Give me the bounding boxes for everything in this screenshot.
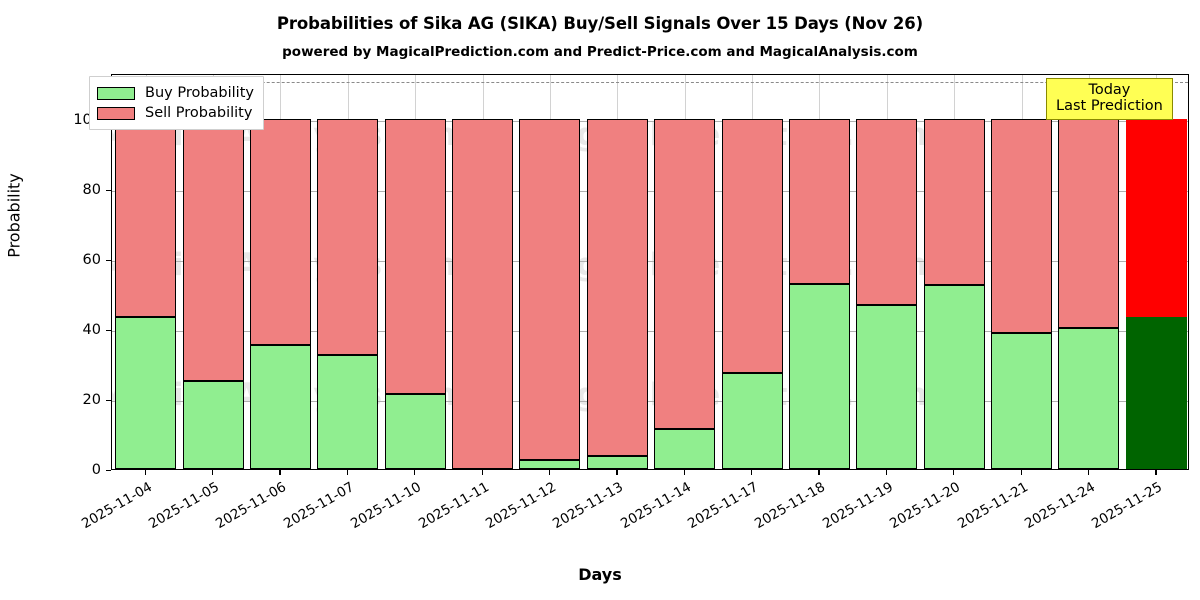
reference-line-dashed (112, 82, 1188, 83)
x-axis-tick-mark (683, 470, 685, 475)
y-axis-tick-mark (106, 399, 111, 402)
legend-label: Sell Probability (145, 105, 253, 121)
bar-segment-sell[interactable] (856, 118, 918, 306)
bar-group[interactable] (856, 75, 918, 469)
legend-label: Buy Probability (145, 85, 254, 101)
bar-segment-sell[interactable] (182, 118, 244, 381)
y-axis-label: Probability (4, 173, 24, 258)
bar-segment-buy[interactable] (586, 456, 648, 469)
bar-segment-buy[interactable] (182, 380, 244, 469)
bar-segment-buy[interactable] (1058, 328, 1120, 469)
y-axis-tick-mark (106, 329, 111, 332)
bar-segment-buy[interactable] (249, 344, 311, 469)
bar-group[interactable] (788, 75, 850, 469)
bar-segment-sell[interactable] (384, 118, 446, 395)
bar-group[interactable] (1058, 75, 1120, 469)
legend-swatch (97, 106, 135, 120)
chart-subtitle: powered by MagicalPrediction.com and Pre… (282, 44, 918, 60)
bar-segment-sell[interactable] (519, 118, 581, 461)
bar-segment-sell[interactable] (1058, 118, 1120, 329)
bar-segment-buy[interactable] (317, 355, 379, 469)
bar-group[interactable] (317, 75, 379, 469)
bar-segment-buy[interactable] (788, 284, 850, 469)
bar-group[interactable] (586, 75, 648, 469)
x-axis-label: Days (578, 565, 622, 584)
bar-segment-buy[interactable] (115, 316, 177, 469)
x-axis-tick-mark (548, 470, 551, 475)
bar-segment-sell[interactable] (788, 118, 850, 285)
bar-group[interactable] (923, 75, 985, 469)
bar-group[interactable] (654, 75, 716, 469)
y-axis-tick-label: 60 (82, 251, 101, 268)
bar-group[interactable] (991, 75, 1053, 469)
bar-segment-buy[interactable] (991, 332, 1053, 469)
today-annotation-line1: Today (1088, 82, 1131, 98)
y-axis-tick-label: 80 (82, 181, 101, 198)
bar-segment-sell[interactable] (654, 118, 716, 430)
bar-segment-sell[interactable] (115, 118, 177, 317)
x-axis-tick-mark (414, 470, 416, 475)
bar-segment-sell[interactable] (249, 118, 311, 345)
x-axis-tick-mark (346, 470, 349, 475)
legend-swatch (97, 86, 135, 100)
x-axis-tick-mark (144, 470, 146, 475)
x-axis-tick-mark (279, 470, 281, 475)
y-axis-tick-mark (106, 189, 111, 191)
x-axis-tick-mark (1155, 470, 1157, 475)
legend-item[interactable]: Buy Probability (97, 83, 254, 103)
x-axis-tick-mark (953, 470, 955, 475)
bar-segment-sell[interactable] (317, 118, 379, 356)
x-axis-tick-mark (616, 470, 618, 475)
today-annotation-line2: Last Prediction (1056, 98, 1163, 115)
x-axis-tick-mark (1087, 470, 1090, 475)
y-axis-tick-label: 0 (91, 462, 101, 478)
bar-group[interactable] (384, 75, 446, 469)
bar-group[interactable] (721, 75, 783, 469)
y-axis-tick-mark (106, 259, 111, 262)
today-annotation: Today Last Prediction (1046, 78, 1173, 120)
bars-layer (112, 75, 1188, 469)
bar-group[interactable] (182, 75, 244, 469)
bar-segment-buy[interactable] (923, 285, 985, 469)
y-axis-tick-label: 20 (82, 391, 101, 408)
bar-segment-sell[interactable] (721, 118, 783, 374)
bar-group[interactable] (452, 75, 514, 469)
gridline-horizontal (112, 120, 1188, 122)
bar-segment-sell[interactable] (1125, 118, 1187, 317)
bar-segment-buy[interactable] (384, 394, 446, 469)
y-axis-tick-mark (106, 470, 111, 472)
x-axis-tick-mark (818, 470, 820, 475)
bar-segment-sell[interactable] (991, 118, 1053, 333)
bar-group[interactable] (249, 75, 311, 469)
bar-segment-sell[interactable] (452, 118, 514, 469)
plot-area: MagicalAnalysis.comMagicalPrediction.com… (111, 74, 1189, 470)
x-axis-tick-mark (212, 470, 214, 475)
x-axis-tick-mark (481, 470, 483, 475)
bar-segment-buy[interactable] (519, 460, 581, 469)
bar-segment-buy[interactable] (1125, 316, 1187, 469)
gridline-horizontal (112, 400, 1188, 402)
chart-title: Probabilities of Sika AG (SIKA) Buy/Sell… (276, 14, 924, 33)
bar-group[interactable] (1125, 75, 1187, 469)
legend-item[interactable]: Sell Probability (97, 103, 254, 123)
bar-segment-buy[interactable] (856, 305, 918, 469)
bar-group[interactable] (115, 75, 177, 469)
bar-segment-buy[interactable] (654, 429, 716, 469)
x-axis-tick-mark (751, 470, 753, 475)
x-axis-tick-mark (885, 470, 888, 475)
y-axis-tick-label: 40 (82, 321, 101, 338)
gridline-horizontal (112, 190, 1188, 192)
bar-segment-buy[interactable] (721, 373, 783, 469)
bar-group[interactable] (519, 75, 581, 469)
x-axis-tick-mark (1020, 470, 1022, 475)
bar-segment-sell[interactable] (586, 118, 648, 457)
chart-legend: Buy Probability Sell Probability (89, 76, 264, 130)
gridline-horizontal (112, 260, 1188, 262)
gridline-horizontal (112, 330, 1188, 332)
y-axis-tick-label: 100 (73, 111, 101, 128)
bar-segment-sell[interactable] (923, 118, 985, 286)
